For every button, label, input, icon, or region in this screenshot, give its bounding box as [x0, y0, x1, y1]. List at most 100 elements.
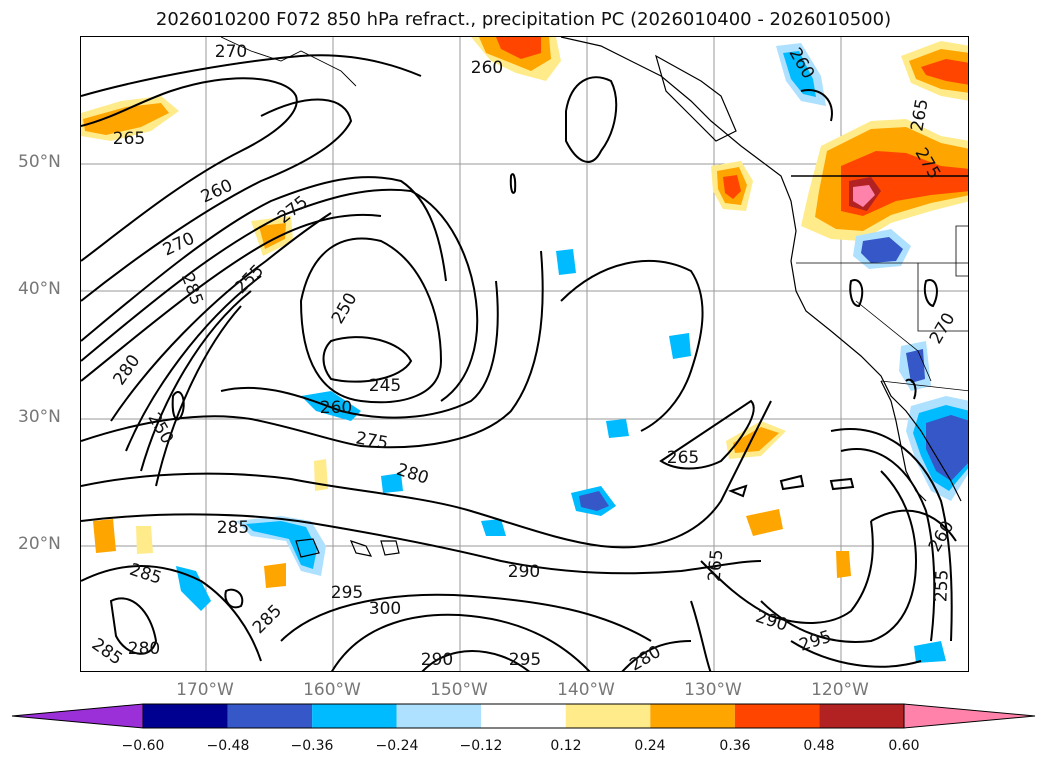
- precip-patch: [836, 551, 851, 578]
- precip-patch: [861, 237, 903, 263]
- precip-patch: [136, 526, 153, 554]
- precip-patch: [93, 519, 116, 553]
- contour-label: 295: [509, 650, 541, 670]
- contour-label: 270: [926, 309, 960, 347]
- precip-patch: [853, 185, 875, 207]
- precip-shading: [81, 37, 968, 663]
- contour-label: 265: [667, 448, 699, 468]
- colorbar-tick: −0.36: [290, 738, 334, 754]
- precip-patch: [723, 175, 741, 199]
- lat-label-30n: 30°N: [18, 407, 61, 427]
- contour-line: [800, 89, 833, 122]
- contour-line: [779, 474, 805, 491]
- precip-patch: [246, 521, 317, 569]
- contour-label: 285: [177, 271, 207, 308]
- coastline: [560, 37, 962, 502]
- colorbar-tick: 0.36: [719, 738, 751, 754]
- colorbar-tick: −0.60: [121, 738, 165, 754]
- colorbar-extend-high: [903, 703, 1036, 729]
- precip-patch: [556, 249, 576, 275]
- colorbar-segment: [819, 704, 904, 728]
- contour-label: 245: [369, 376, 401, 396]
- contour-line: [870, 509, 957, 542]
- precip-patch: [579, 491, 609, 511]
- island: [655, 54, 737, 142]
- contour-line: [125, 275, 262, 452]
- contour-label: 295: [331, 583, 363, 603]
- contour-line: [140, 290, 252, 472]
- colorbar-tick: 0.24: [634, 738, 666, 754]
- colorbar-tick: 0.12: [550, 738, 582, 754]
- contour-line: [171, 391, 185, 421]
- precip-patch: [496, 37, 541, 59]
- contour-line: [220, 280, 499, 419]
- contour-label: 255: [231, 261, 268, 298]
- precip-patch: [669, 333, 691, 359]
- state-border: [855, 300, 932, 382]
- contour-line: [923, 279, 938, 308]
- colorbar-segment: [481, 704, 566, 728]
- contour-line: [700, 520, 874, 624]
- contour-line: [81, 176, 447, 342]
- contour-label: 290: [753, 607, 790, 636]
- contour-label: 285: [249, 601, 286, 638]
- colorbar-tick: 0.48: [803, 738, 835, 754]
- precip-patch: [906, 349, 925, 383]
- contours: [81, 54, 957, 671]
- state-border: [955, 225, 968, 277]
- contour-line: [110, 212, 332, 422]
- colorbar-segment: [650, 704, 735, 728]
- colorbar-segment: [227, 704, 313, 728]
- contour-line: [81, 54, 422, 97]
- precip-patch: [783, 51, 816, 97]
- contour-line: [790, 640, 922, 668]
- contour-label: 270: [160, 229, 198, 261]
- map-canvas: 270 260 265 260 270 275 285 255 250 280 …: [81, 37, 968, 671]
- contour-label: 300: [369, 599, 401, 619]
- contour-label: 265: [705, 549, 728, 583]
- precip-patch: [176, 566, 211, 611]
- precip-patch: [921, 59, 968, 85]
- colorbar-tick: −0.12: [459, 738, 503, 754]
- precip-patch: [381, 473, 403, 493]
- precip-patch: [746, 509, 783, 536]
- contour-line: [224, 588, 244, 609]
- colorbar: [11, 703, 1036, 729]
- contour-line: [621, 640, 692, 671]
- precip-patch: [914, 641, 946, 663]
- contour-line: [659, 399, 755, 470]
- state-border: [917, 263, 968, 332]
- contour-line: [81, 213, 382, 382]
- contour-line: [81, 98, 353, 302]
- contour-label: 265: [907, 97, 932, 132]
- colorbar-segment: [565, 704, 651, 728]
- colorbar-tick: −0.24: [375, 738, 419, 754]
- colorbar-segment: [734, 704, 820, 728]
- precip-patch: [606, 419, 629, 438]
- contour-line: [421, 650, 531, 671]
- contour-label: 280: [128, 639, 160, 659]
- contour-label: 260: [320, 398, 352, 418]
- island: [220, 37, 357, 87]
- coastlines: [220, 37, 968, 558]
- lon-label-160w: 160°W: [303, 680, 361, 700]
- precip-patch: [314, 459, 328, 491]
- lon-label-130w: 130°W: [684, 680, 742, 700]
- contour-label: 255: [931, 569, 952, 602]
- contour-line: [849, 279, 864, 308]
- contour-label: 290: [508, 562, 540, 582]
- contour-labels: 270 260 265 260 270 275 285 255 250 280 …: [88, 42, 960, 671]
- colorbar-tick: 0.60: [888, 738, 920, 754]
- precip-patch: [301, 391, 361, 421]
- colorbar-segment: [396, 704, 482, 728]
- contour-label: 275: [354, 428, 389, 453]
- contour-line: [109, 597, 158, 655]
- contour-line: [81, 188, 479, 402]
- contour-label: 260: [471, 58, 503, 78]
- contour-line: [81, 513, 762, 575]
- lon-label-140w: 140°W: [557, 680, 615, 700]
- precip-patch: [481, 519, 506, 536]
- island: [349, 540, 373, 557]
- contour-label: 270: [215, 42, 247, 62]
- contour-line: [690, 600, 712, 671]
